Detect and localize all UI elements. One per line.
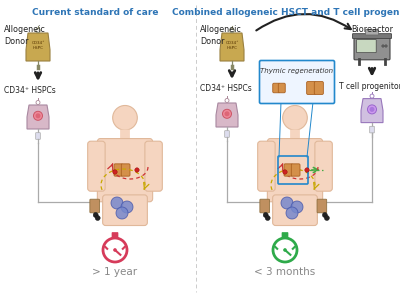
Text: > 1 year: > 1 year [92,267,138,277]
FancyBboxPatch shape [260,199,270,213]
FancyBboxPatch shape [260,60,334,104]
FancyBboxPatch shape [291,164,300,176]
Circle shape [370,94,374,98]
Circle shape [368,105,376,114]
FancyBboxPatch shape [370,126,374,133]
Text: Thymic regeneration: Thymic regeneration [260,68,334,74]
Text: Allogeneic
Donor: Allogeneic Donor [200,25,242,46]
Circle shape [286,207,298,219]
Circle shape [322,213,327,218]
FancyBboxPatch shape [317,199,327,213]
Text: CD34⁺
HSPC: CD34⁺ HSPC [225,41,239,50]
FancyBboxPatch shape [315,141,332,191]
FancyBboxPatch shape [290,130,300,143]
Circle shape [265,215,270,221]
FancyBboxPatch shape [225,131,229,137]
Circle shape [291,201,303,213]
FancyBboxPatch shape [366,30,378,35]
FancyBboxPatch shape [354,37,390,60]
Circle shape [283,248,287,252]
FancyBboxPatch shape [356,39,376,53]
FancyBboxPatch shape [103,195,147,226]
Circle shape [34,111,42,120]
FancyBboxPatch shape [307,82,316,94]
Text: Combined allogeneic HSCT and T cell progenitors: Combined allogeneic HSCT and T cell prog… [172,8,400,17]
Polygon shape [220,33,244,61]
Circle shape [225,99,229,102]
Circle shape [230,28,234,33]
Circle shape [283,105,307,130]
FancyBboxPatch shape [284,164,293,176]
Circle shape [324,215,329,221]
Circle shape [222,109,232,118]
Circle shape [370,107,374,112]
Text: CD34⁺ HSPCs: CD34⁺ HSPCs [200,84,252,93]
FancyBboxPatch shape [36,133,40,139]
FancyBboxPatch shape [90,199,100,213]
FancyBboxPatch shape [120,130,130,143]
Text: Current standard of care: Current standard of care [32,8,158,17]
Circle shape [36,113,40,118]
FancyBboxPatch shape [273,83,280,93]
Circle shape [224,111,230,116]
Circle shape [305,168,309,172]
Circle shape [113,105,137,130]
FancyBboxPatch shape [278,83,285,93]
FancyBboxPatch shape [112,232,118,237]
Polygon shape [361,99,383,123]
Circle shape [95,215,100,221]
Circle shape [113,170,117,174]
Circle shape [116,207,128,219]
Circle shape [263,213,268,218]
Text: Bioreactor: Bioreactor [351,25,393,34]
FancyBboxPatch shape [121,164,130,176]
Circle shape [93,213,98,218]
Circle shape [121,201,133,213]
Text: Allogeneic
Donor: Allogeneic Donor [4,25,46,46]
Circle shape [281,197,293,209]
Polygon shape [27,105,49,129]
FancyBboxPatch shape [352,34,392,38]
FancyBboxPatch shape [282,232,288,237]
Circle shape [283,170,287,174]
Text: CD34⁺
HSPC: CD34⁺ HSPC [31,41,45,50]
Text: CD34⁺ HSPCs: CD34⁺ HSPCs [4,86,56,95]
Polygon shape [216,103,238,127]
Circle shape [113,248,117,252]
Circle shape [385,45,387,47]
FancyBboxPatch shape [273,195,317,226]
FancyBboxPatch shape [114,164,123,176]
Circle shape [36,28,40,33]
FancyBboxPatch shape [97,139,153,202]
Polygon shape [26,33,50,61]
FancyBboxPatch shape [88,141,105,191]
Circle shape [111,197,123,209]
Text: < 3 months: < 3 months [254,267,316,277]
FancyBboxPatch shape [267,139,323,202]
Circle shape [382,45,384,47]
FancyBboxPatch shape [145,141,162,191]
FancyBboxPatch shape [314,82,323,94]
FancyBboxPatch shape [258,141,275,191]
Text: T cell progenitors: T cell progenitors [338,82,400,91]
Circle shape [135,168,139,172]
Circle shape [36,101,40,104]
